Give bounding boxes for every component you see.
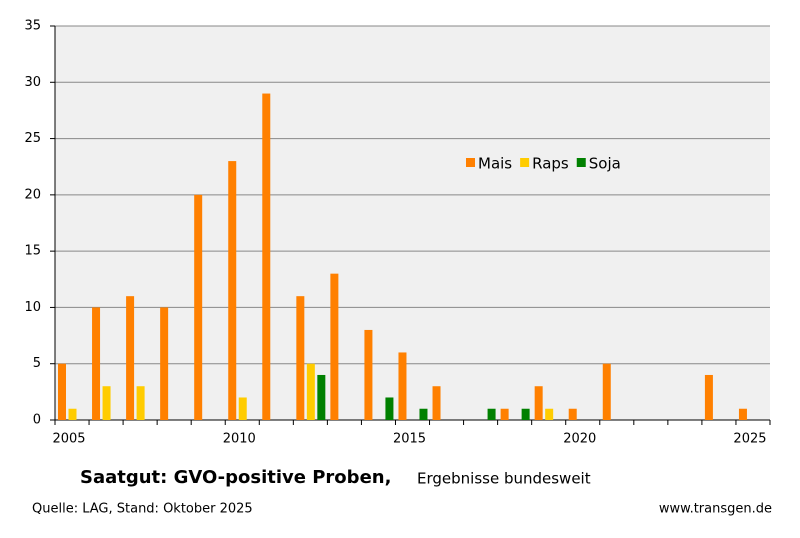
x-tick-label: 2015 [393,432,426,447]
legend-swatch [576,158,586,167]
bar [126,296,135,420]
chart-subtitle: Ergebnisse bundesweit [417,470,591,488]
bar [704,374,713,420]
y-tick-label: 15 [24,244,41,259]
plot-area [55,26,770,420]
bar [568,408,577,420]
x-tick-label: 2010 [223,432,256,447]
y-tick-label: 5 [33,356,41,371]
bar [398,352,407,420]
bar [92,307,101,420]
chart-title: Saatgut: GVO-positive Proben, [80,467,391,488]
bar [419,408,428,420]
y-tick-label: 30 [24,75,41,90]
bar [521,408,530,420]
bar [602,363,611,420]
bar [58,363,66,420]
bar [238,397,247,420]
bar [385,397,394,420]
bar [738,408,747,420]
source: Quelle: LAG, Stand: Oktober 2025 [32,502,253,517]
bar [296,296,305,420]
bar [432,386,441,420]
y-tick-label: 10 [24,300,41,315]
bar [330,273,339,420]
bar [500,408,509,420]
legend-label: Raps [532,155,569,173]
bar [68,408,77,420]
y-tick-label: 25 [24,131,41,146]
bar [364,329,373,420]
legend-label: Soja [589,155,621,173]
bar [306,363,315,420]
bar [102,386,111,420]
legend-label: Mais [478,155,512,173]
bar [194,194,203,420]
bar [228,161,237,421]
bar [317,374,326,420]
bar [545,408,554,420]
x-tick-label: 2025 [733,432,766,447]
legend-swatch [520,158,530,167]
y-tick-label: 35 [24,19,41,34]
bar [136,386,145,420]
y-tick-label: 0 [33,413,41,428]
x-tick-label: 2005 [52,432,85,447]
legend-swatch [466,158,475,167]
website: www.transgen.de [659,502,772,517]
bar [262,93,271,421]
x-tick-label: 2020 [563,432,596,447]
bar [160,307,169,420]
bar [534,386,543,420]
y-tick-label: 20 [24,187,41,202]
bar [487,408,496,420]
